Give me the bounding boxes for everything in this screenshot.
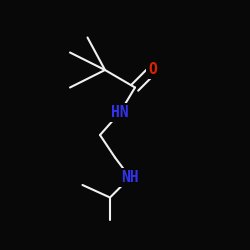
Text: NH: NH [121,170,139,185]
Text: O: O [148,62,157,78]
Text: HN: HN [111,105,129,120]
